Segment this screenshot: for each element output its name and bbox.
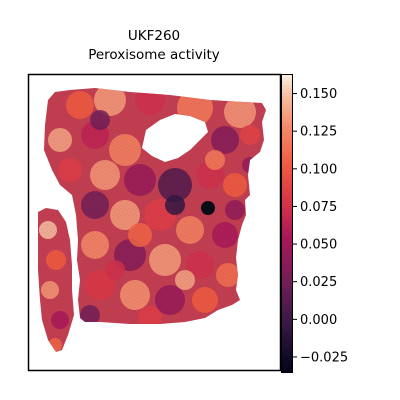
colorbar-band [282, 316, 292, 321]
colorbar-band [282, 152, 292, 157]
spot-texture [38, 88, 266, 352]
colorbar-band [282, 170, 292, 176]
colorbar-band [282, 77, 292, 83]
colorbar-band [282, 155, 292, 161]
colorbar-band [282, 200, 292, 205]
colorbar-band [282, 256, 292, 261]
colorbar-band [282, 219, 292, 224]
colorbar-band [282, 249, 292, 254]
colorbar-band [282, 226, 292, 232]
colorbar-band [282, 308, 292, 313]
colorbar-band [282, 342, 292, 347]
colorbar-band [282, 312, 292, 317]
colorbar-band [282, 211, 292, 217]
colorbar-band [282, 204, 292, 209]
colorbar-band [282, 185, 292, 191]
colorbar-band [282, 331, 292, 336]
colorbar-band [282, 263, 292, 269]
colorbar-band [282, 260, 292, 265]
colorbar-band [282, 96, 292, 101]
colorbar-band [282, 230, 292, 235]
colorbar-band [282, 327, 292, 332]
colorbar-band [282, 368, 292, 373]
colorbar-band [282, 334, 292, 340]
colorbar-band [282, 319, 292, 325]
colorbar-band [282, 148, 292, 153]
colorbar-band [282, 278, 292, 284]
colorbar-band [282, 208, 292, 213]
colorbar-band [282, 271, 292, 276]
colorbar-band [282, 301, 292, 306]
colorbar-band [282, 237, 292, 243]
colorbar-band [282, 167, 292, 172]
colorbar-band [282, 364, 292, 369]
colorbar-band [282, 122, 292, 127]
hotspot-dark [201, 201, 215, 215]
colorbar-band [282, 144, 292, 150]
colorbar-band [282, 178, 292, 183]
colorbar-band [282, 163, 292, 168]
colorbar-band [282, 345, 292, 351]
colorbar-band [282, 252, 292, 258]
colorbar-frame [281, 74, 293, 373]
chart-title-line-2: Peroxisome activity [88, 47, 220, 63]
colorbar-band [282, 189, 292, 194]
colorbar-band [282, 81, 292, 86]
colorbar-band [282, 293, 292, 299]
tissue-heatmap [38, 88, 266, 352]
colorbar-band [282, 193, 292, 198]
colorbar-band [282, 88, 292, 94]
colorbar-band [282, 107, 292, 112]
colorbar-band [282, 338, 292, 343]
colorbar-band [282, 111, 292, 116]
colorbar-band [282, 286, 292, 291]
colorbar-tick-label: −0.025 [300, 350, 348, 365]
colorbar-band [282, 215, 292, 220]
colorbar-band [282, 304, 292, 310]
colorbar-band [282, 137, 292, 142]
colorbar-band [282, 360, 292, 366]
colorbar-band [282, 275, 292, 280]
colorbar: −0.025 0.000 0.025 0.050 0.075 0.100 0.125 0.15… [281, 74, 348, 373]
colorbar-band [282, 103, 292, 109]
colorbar-band [282, 129, 292, 135]
colorbar-band [282, 323, 292, 328]
colorbar-gradient [282, 74, 292, 373]
colorbar-tick-label: 0.075 [300, 200, 337, 215]
colorbar-band [282, 182, 292, 187]
colorbar-ticks: −0.025 0.000 0.025 0.050 0.075 0.100 0.125 0.15… [292, 87, 348, 365]
colorbar-band [282, 141, 292, 146]
colorbar-tick-label: 0.100 [300, 162, 337, 177]
colorbar-band [282, 118, 292, 124]
colorbar-tick-label: 0.050 [300, 238, 337, 253]
colorbar-band [282, 174, 292, 179]
colorbar-band [282, 92, 292, 97]
colorbar-band [282, 74, 292, 79]
colorbar-tick-label: 0.000 [300, 313, 337, 328]
colorbar-band [282, 133, 292, 138]
colorbar-tick-label: 0.125 [300, 125, 337, 140]
colorbar-band [282, 353, 292, 358]
colorbar-tick-label: 0.150 [300, 87, 337, 102]
colorbar-band [282, 357, 292, 362]
chart-title-line-1: UKF260 [128, 28, 180, 44]
colorbar-band [282, 349, 292, 354]
colorbar-band [282, 126, 292, 131]
colorbar-tick-label: 0.025 [300, 275, 337, 290]
colorbar-band [282, 223, 292, 228]
colorbar-band [282, 267, 292, 273]
colorbar-band [282, 114, 292, 120]
colorbar-band [282, 245, 292, 250]
colorbar-band [282, 282, 292, 287]
colorbar-band [282, 290, 292, 295]
colorbar-band [282, 196, 292, 202]
colorbar-band [282, 234, 292, 239]
colorbar-band [282, 159, 292, 164]
colorbar-band [282, 297, 292, 302]
colorbar-band [282, 241, 292, 246]
colorbar-band [282, 100, 292, 105]
plot-frame [27, 73, 282, 372]
colorbar-band [282, 85, 292, 90]
